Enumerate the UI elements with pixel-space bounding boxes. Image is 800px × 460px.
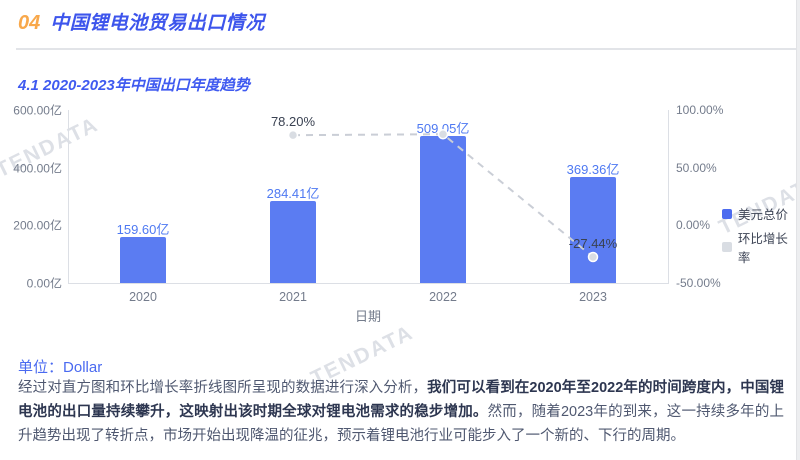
header-divider	[16, 48, 798, 50]
y-axis-right-tick-label: -50.00%	[676, 276, 721, 290]
analysis-lead: 经过对直方图和环比增长率折线图所呈现的数据进行深入分析，	[18, 380, 428, 396]
analysis-rest: 然而，随着2023年的到来，这一持续多年的上升趋势出现了转折点，市场开始出现降温…	[18, 404, 784, 444]
chart-legend: 美元总价 环比增长率	[722, 204, 800, 266]
scrollbar[interactable]	[796, 0, 800, 460]
section-header: 04 中国锂电池贸易出口情况	[18, 8, 265, 35]
legend-label-usd-total: 美元总价	[738, 208, 789, 222]
bar-value-label: 369.36亿	[566, 161, 620, 177]
unit-row: 单位：Dollar	[18, 356, 102, 377]
x-axis-title: 日期	[354, 309, 382, 324]
subsection-title: 4.1 2020-2023年中国出口年度趋势	[18, 77, 250, 94]
bar-2022[interactable]	[420, 136, 466, 283]
x-axis-line	[68, 283, 669, 284]
section-number: 04	[18, 12, 41, 34]
bar-2023[interactable]	[570, 176, 616, 283]
y-axis-left-tick-label: 600.00亿	[13, 103, 62, 118]
legend-item-usd-total[interactable]: 美元总价	[722, 204, 800, 223]
analysis-highlight: 我们可以看到在2020年至2022年的时间跨度内，中国锂电池的出口量持续攀升，这…	[18, 380, 785, 420]
legend-label-growth-rate: 环比增长率	[737, 232, 788, 265]
y-axis-right-tick-label: 100.00%	[676, 103, 724, 117]
analysis-paragraph: 经过对直方图和环比增长率折线图所呈现的数据进行深入分析，我们可以看到在2020年…	[18, 376, 784, 448]
growth-label-2023: -27.44%	[568, 235, 618, 251]
bar-2020[interactable]	[120, 236, 166, 283]
page-title: 中国锂电池贸易出口情况	[50, 13, 265, 34]
bar-value-label: 159.60亿	[116, 221, 170, 237]
unit-value: Dollar	[63, 359, 103, 376]
legend-swatch-bar-series	[722, 208, 732, 219]
y-axis-left-tick-label: 200.00亿	[13, 218, 62, 233]
unit-label: 单位：	[18, 359, 64, 376]
bar-value-label: 284.41亿	[266, 185, 320, 201]
growth-point[interactable]	[287, 129, 299, 141]
legend-swatch-line-series	[722, 242, 732, 252]
export-trend-chart: 日期 美元总价 环比增长率 600.00亿 400.00亿 200.00亿 0.00亿…	[0, 100, 800, 328]
y-axis-left-tick-label: 0.00亿	[26, 276, 62, 291]
y-axis-right-tick-label: 0.00%	[676, 218, 711, 233]
y-axis-left-line	[68, 110, 69, 283]
x-axis-label-2023: 2023	[579, 290, 607, 304]
bar-2021[interactable]	[270, 200, 316, 283]
y-axis-right-tick-label: 50.00%	[676, 160, 717, 175]
y-axis-right-line	[668, 110, 669, 283]
bar-value-label: 509.05亿	[416, 121, 470, 137]
x-axis-label-2021: 2021	[279, 290, 307, 304]
growth-label-2021: 78.20%	[270, 114, 316, 130]
legend-item-growth-rate[interactable]: 环比增长率	[722, 228, 800, 266]
x-axis-label-2022: 2022	[429, 290, 457, 304]
y-axis-left-tick-label: 400.00亿	[13, 161, 62, 176]
x-axis-label-2020: 2020	[129, 290, 157, 304]
growth-line-layer	[287, 128, 599, 263]
